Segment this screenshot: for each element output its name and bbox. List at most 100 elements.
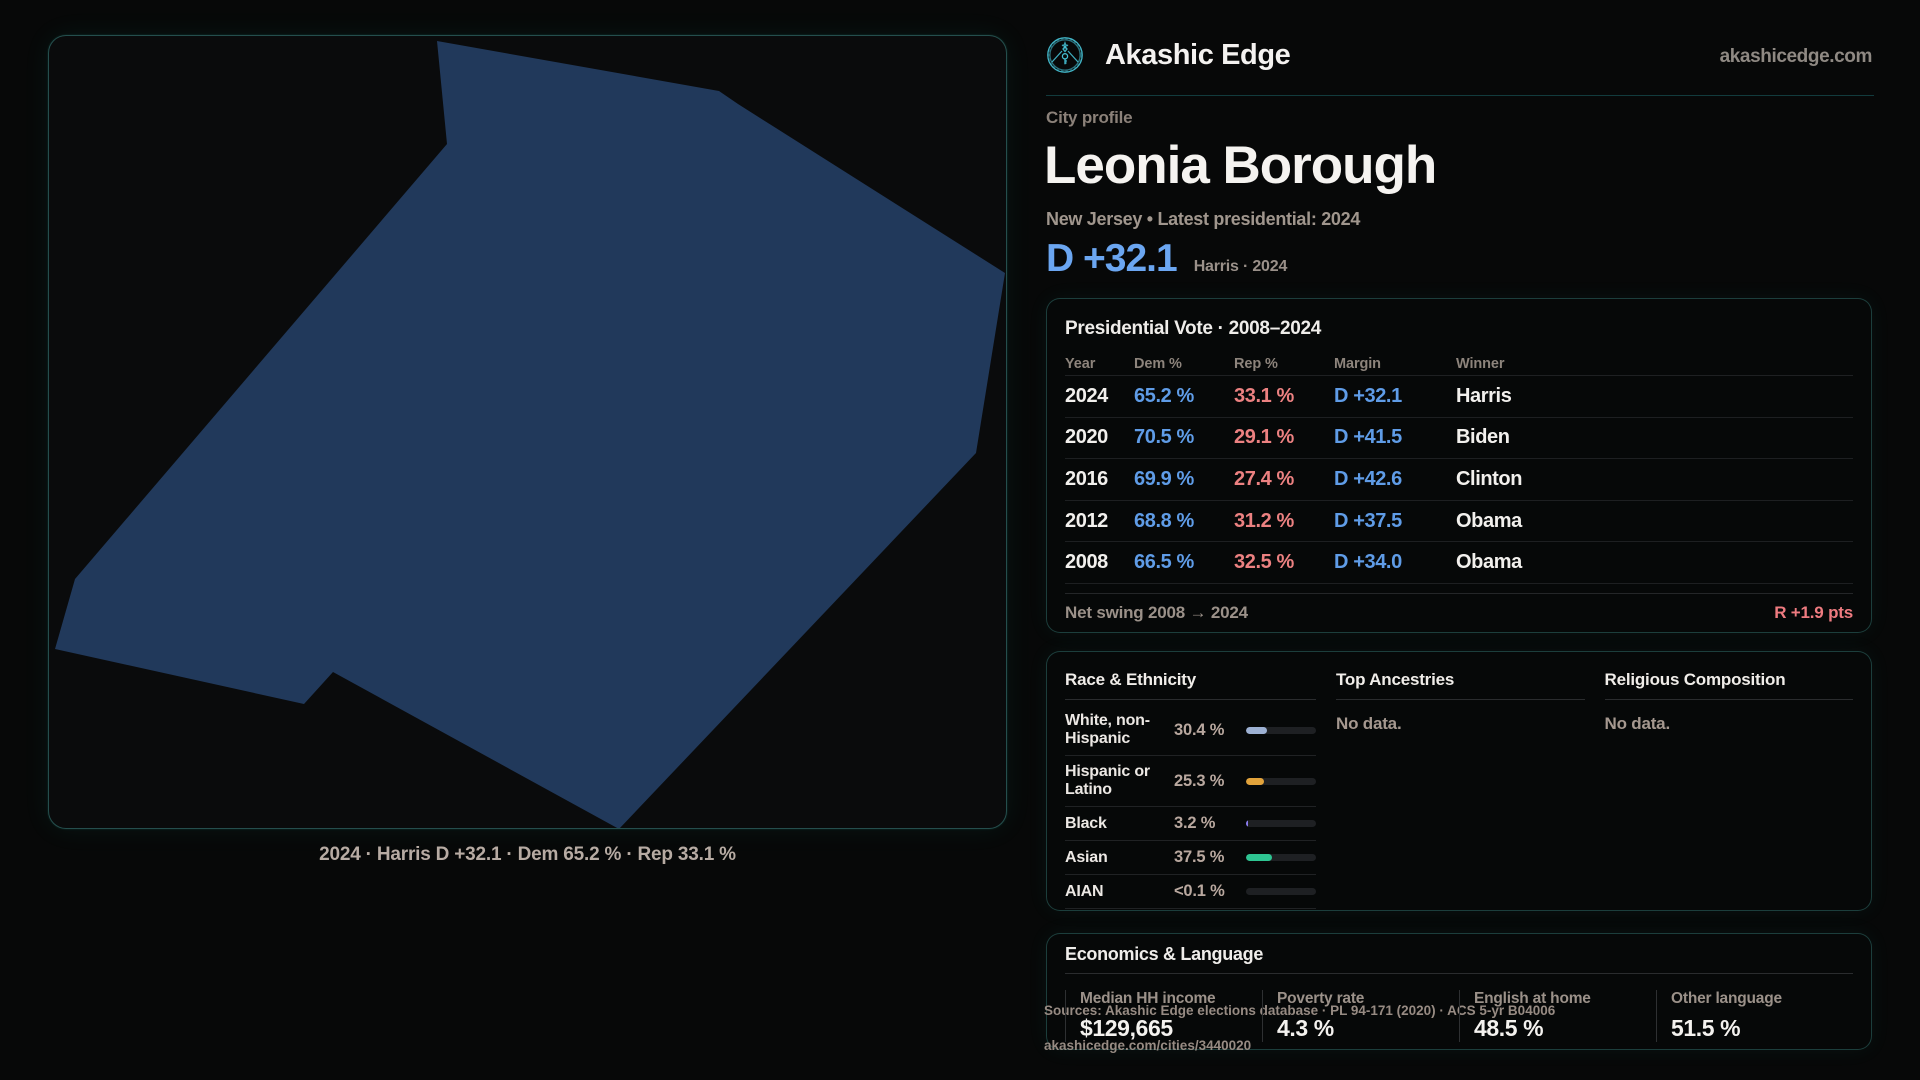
headline-note: Harris · 2024 [1193, 258, 1288, 275]
race-bar-fill [1246, 777, 1264, 785]
subtitle: New Jersey • Latest presidential: 2024 [1046, 209, 1361, 229]
race-label: Hispanic or Latino [1065, 763, 1150, 798]
cell-year: 2024 [1065, 384, 1108, 407]
stat-value: 48.5 % [1474, 1015, 1544, 1041]
stat-label: Median HH income [1080, 990, 1216, 1007]
cell-rep: 29.1 % [1234, 426, 1294, 449]
akashic-edge-logo-icon [1047, 37, 1083, 73]
race-value: 3.2 % [1174, 814, 1216, 832]
table-row[interactable]: 2008 66.5 % 32.5 % D +34.0 Obama [1065, 542, 1853, 584]
race-label: Black [1065, 814, 1107, 832]
cell-dem: 70.5 % [1134, 426, 1194, 449]
headline-margin: D +32.1 [1046, 237, 1178, 280]
race-bar-track [1246, 854, 1316, 861]
race-value: <0.1 % [1174, 882, 1225, 900]
economics-stats: Median HH income $129,665 Poverty rate 4… [1065, 990, 1853, 1042]
col-header-dem: Dem % [1134, 356, 1182, 372]
race-row: White, non-Hispanic 30.4 % [1065, 705, 1316, 756]
table-row[interactable]: 2016 69.9 % 27.4 % D +42.6 Clinton [1065, 459, 1853, 501]
race-ethnicity-title: Race & Ethnicity [1065, 667, 1316, 700]
vote-table-title: Presidential Vote · 2008–2024 [1065, 318, 1322, 339]
stat-label: Poverty rate [1277, 990, 1365, 1007]
stat-value: 51.5 % [1671, 1015, 1741, 1041]
page-title: Leonia Borough [1044, 136, 1437, 195]
economics-panel: Economics & Language Median HH income $1… [1046, 933, 1872, 1050]
header-divider [1046, 95, 1874, 96]
ancestries-column: Top Ancestries No data. [1336, 667, 1585, 909]
race-label: Asian [1065, 848, 1108, 866]
headline-margin-row: D +32.1 Harris · 2024 [1046, 237, 1287, 281]
race-ethnicity-column: Race & Ethnicity White, non-Hispanic 30.… [1065, 667, 1316, 909]
race-bar-track [1246, 820, 1316, 827]
site-header: Akashic Edge akashicedge.com [1046, 36, 1872, 82]
race-label: White, non-Hispanic [1065, 712, 1150, 747]
table-row[interactable]: 2012 68.8 % 31.2 % D +37.5 Obama [1065, 501, 1853, 543]
cell-dem: 66.5 % [1134, 551, 1194, 574]
cell-year: 2008 [1065, 551, 1108, 574]
cell-year: 2020 [1065, 426, 1108, 449]
cell-winner: Obama [1456, 509, 1522, 532]
stat-value: 4.3 % [1277, 1015, 1334, 1041]
stat-other-language: Other language 51.5 % [1656, 990, 1853, 1042]
cell-margin: D +42.6 [1334, 467, 1402, 490]
table-row[interactable]: 2020 70.5 % 29.1 % D +41.5 Biden [1065, 418, 1853, 460]
race-row: Asian 37.5 % [1065, 841, 1316, 875]
table-row[interactable]: 2024 65.2 % 33.1 % D +32.1 Harris [1065, 376, 1853, 418]
cell-dem: 65.2 % [1134, 384, 1194, 407]
race-value: 30.4 % [1174, 720, 1225, 739]
vote-table-header-row: Year Dem % Rep % Margin Winner [1065, 353, 1853, 376]
sources-line: Sources: Akashic Edge elections database… [1044, 1003, 1556, 1018]
site-url[interactable]: akashicedge.com [1719, 46, 1873, 67]
stat-label: Other language [1671, 990, 1782, 1007]
cell-margin: D +32.1 [1334, 384, 1402, 407]
kicker: City profile [1046, 108, 1133, 127]
map-caption: 2024 · Harris D +32.1 · Dem 65.2 % · Rep… [319, 844, 736, 865]
cell-dem: 69.9 % [1134, 467, 1194, 490]
cell-year: 2016 [1065, 467, 1108, 490]
cell-rep: 33.1 % [1234, 384, 1294, 407]
race-value: 37.5 % [1174, 848, 1225, 866]
cell-rep: 27.4 % [1234, 467, 1294, 490]
net-swing-label: Net swing 2008 → 2024 [1065, 602, 1248, 622]
col-header-year: Year [1065, 356, 1096, 372]
cell-rep: 31.2 % [1234, 509, 1294, 532]
stat-median-hh-income: Median HH income $129,665 [1065, 990, 1262, 1042]
cell-winner: Clinton [1456, 467, 1523, 490]
brand[interactable]: Akashic Edge [1046, 36, 1291, 74]
city-boundary-map [55, 41, 1005, 828]
cell-winner: Biden [1456, 426, 1510, 449]
net-swing-row: Net swing 2008 → 2024 R +1.9 pts [1065, 592, 1853, 623]
stat-value: $129,665 [1080, 1015, 1173, 1041]
cell-winner: Obama [1456, 551, 1522, 574]
col-header-winner: Winner [1456, 356, 1505, 372]
race-bar-fill [1246, 820, 1249, 827]
col-header-margin: Margin [1334, 356, 1381, 372]
vote-table: Year Dem % Rep % Margin Winner 2024 65.2… [1065, 353, 1853, 623]
net-swing-value: R +1.9 pts [1774, 602, 1853, 622]
brand-name: Akashic Edge [1105, 38, 1291, 71]
religion-empty-state: No data. [1604, 714, 1671, 733]
demographics-panel: Race & Ethnicity White, non-Hispanic 30.… [1046, 651, 1872, 911]
ancestries-title: Top Ancestries [1336, 667, 1585, 700]
race-row: AIAN <0.1 % [1065, 875, 1316, 909]
cell-margin: D +37.5 [1334, 509, 1402, 532]
cell-margin: D +41.5 [1334, 426, 1402, 449]
race-value: 25.3 % [1174, 771, 1225, 790]
stat-label: English at home [1474, 990, 1591, 1007]
cell-margin: D +34.0 [1334, 551, 1402, 574]
race-bar-track [1246, 777, 1316, 785]
religion-column: Religious Composition No data. [1604, 667, 1853, 909]
cell-dem: 68.8 % [1134, 509, 1194, 532]
cell-winner: Harris [1456, 384, 1512, 407]
economics-title: Economics & Language [1065, 944, 1853, 974]
stat-english-at-home: English at home 48.5 % [1459, 990, 1656, 1042]
race-bar-track [1246, 888, 1316, 895]
race-label: AIAN [1065, 882, 1104, 900]
race-bar-track [1246, 726, 1316, 734]
col-header-rep: Rep % [1234, 356, 1278, 372]
city-boundary-polygon[interactable] [55, 41, 1005, 828]
ancestries-empty-state: No data. [1336, 714, 1402, 733]
permalink[interactable]: akashicedge.com/cities/3440020 [1044, 1038, 1252, 1053]
stat-poverty-rate: Poverty rate 4.3 % [1262, 990, 1459, 1042]
presidential-vote-panel: Presidential Vote · 2008–2024 Year Dem %… [1046, 298, 1872, 633]
